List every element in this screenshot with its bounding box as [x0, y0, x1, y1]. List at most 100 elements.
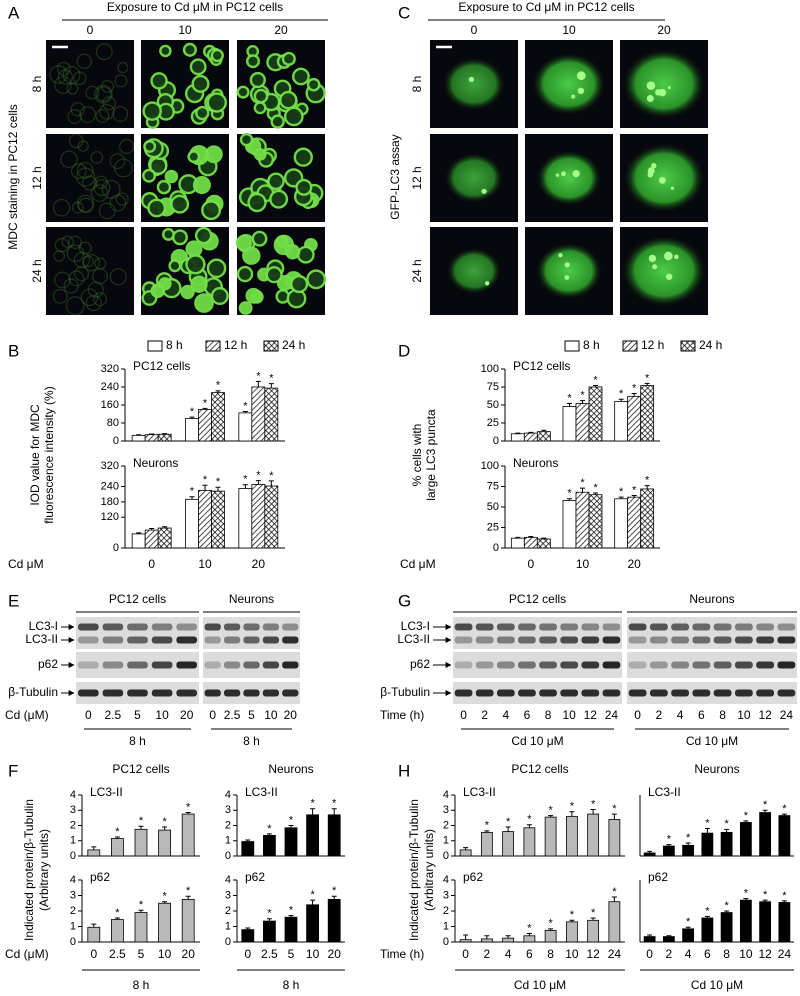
column-note: 8 h [283, 978, 300, 992]
significance-marker: * [332, 885, 337, 897]
cell [195, 105, 210, 121]
blot-band [102, 623, 124, 631]
y-tick-label: 0 [443, 850, 449, 862]
cell [82, 175, 98, 191]
x-axis-label: Cd μM [400, 557, 436, 571]
error-bar [704, 828, 710, 834]
blot-band [628, 661, 647, 669]
significance-marker: * [243, 474, 248, 486]
blot-band [496, 636, 515, 644]
x-tick-label: 0 [527, 557, 534, 571]
blot-band [671, 636, 690, 644]
bar [587, 813, 600, 857]
y-tick-label: 0 [70, 850, 76, 862]
error-bar [162, 826, 168, 831]
blot-band [692, 689, 711, 697]
lane-label: 2.5 [224, 708, 241, 722]
blot-band [602, 689, 621, 697]
significance-marker: * [485, 820, 490, 832]
lane-label: 4 [677, 708, 684, 722]
legend-swatch [622, 340, 638, 352]
cell [76, 194, 95, 213]
blot-band [628, 689, 647, 697]
bar [562, 500, 577, 549]
bar [459, 939, 472, 943]
error-bar [138, 825, 144, 830]
blot-band [713, 689, 732, 697]
bar [264, 387, 279, 442]
blot-band [756, 689, 775, 697]
error-bar [743, 898, 749, 901]
bar [241, 841, 255, 857]
significance-marker: * [162, 816, 167, 828]
cell [66, 82, 79, 95]
x-tick-label: 4 [685, 947, 692, 961]
lc3-punctum [658, 176, 666, 184]
y-tick-label: 240 [101, 480, 119, 492]
bar [523, 935, 536, 943]
error-bar [593, 492, 598, 495]
cell [253, 88, 269, 104]
error-bar [136, 434, 142, 436]
significance-marker: * [724, 818, 729, 830]
error-bar [618, 398, 624, 402]
cell [71, 201, 84, 214]
error-bar [189, 416, 195, 419]
y-tick-label: 4 [225, 874, 231, 886]
cell [82, 254, 100, 272]
band-label: β-Tubulin [8, 685, 58, 699]
y-tick-label: 0 [225, 936, 231, 948]
lane-label: 20 [284, 708, 298, 722]
blot-band [223, 689, 241, 697]
legend-label: 12 h [224, 338, 247, 352]
y-tick-label: 25 [487, 521, 499, 533]
cell [98, 202, 116, 220]
cell [109, 268, 127, 286]
blot-band [282, 623, 299, 631]
cell [532, 53, 606, 115]
y-tick-label: 2 [70, 905, 76, 917]
lc3-punctum [670, 186, 675, 190]
cell [142, 168, 157, 183]
column-note: Cd 10 μM [514, 978, 566, 992]
cell [92, 268, 108, 285]
panel-letter: D [398, 341, 410, 360]
blot-band [223, 636, 241, 644]
blot-band [518, 661, 536, 669]
x-tick-label: 2 [666, 947, 673, 961]
cell [76, 162, 94, 179]
error-bar [515, 536, 521, 539]
x-tick-label: 10 [576, 557, 590, 571]
error-bar [149, 528, 155, 531]
bar [158, 902, 172, 943]
error-bar [515, 432, 521, 434]
cell [290, 275, 309, 294]
panel-letter: B [8, 341, 19, 360]
bar [238, 488, 253, 549]
cell [94, 175, 108, 189]
blot-band [176, 636, 198, 644]
significance-marker: * [567, 488, 572, 500]
blot-band [127, 661, 148, 669]
column-label: 0 [471, 23, 478, 37]
error-bar [590, 808, 596, 815]
error-bar [618, 496, 624, 499]
lc3-punctum [564, 262, 570, 268]
bar [284, 916, 298, 943]
blot-strip [76, 617, 199, 649]
error-bar [162, 433, 168, 435]
cell [115, 192, 129, 206]
band-label: β-Tubulin [380, 685, 430, 699]
lane-label: 2 [656, 708, 663, 722]
bar [262, 835, 276, 857]
bar [739, 822, 752, 857]
blot-band [475, 623, 494, 631]
lane-label: 5 [248, 708, 255, 722]
error-bar [202, 484, 208, 491]
error-bar [644, 382, 650, 386]
cell [90, 184, 109, 202]
bar [157, 527, 172, 549]
blot-band [560, 661, 579, 669]
cell [296, 245, 315, 264]
error-bar [569, 919, 575, 922]
